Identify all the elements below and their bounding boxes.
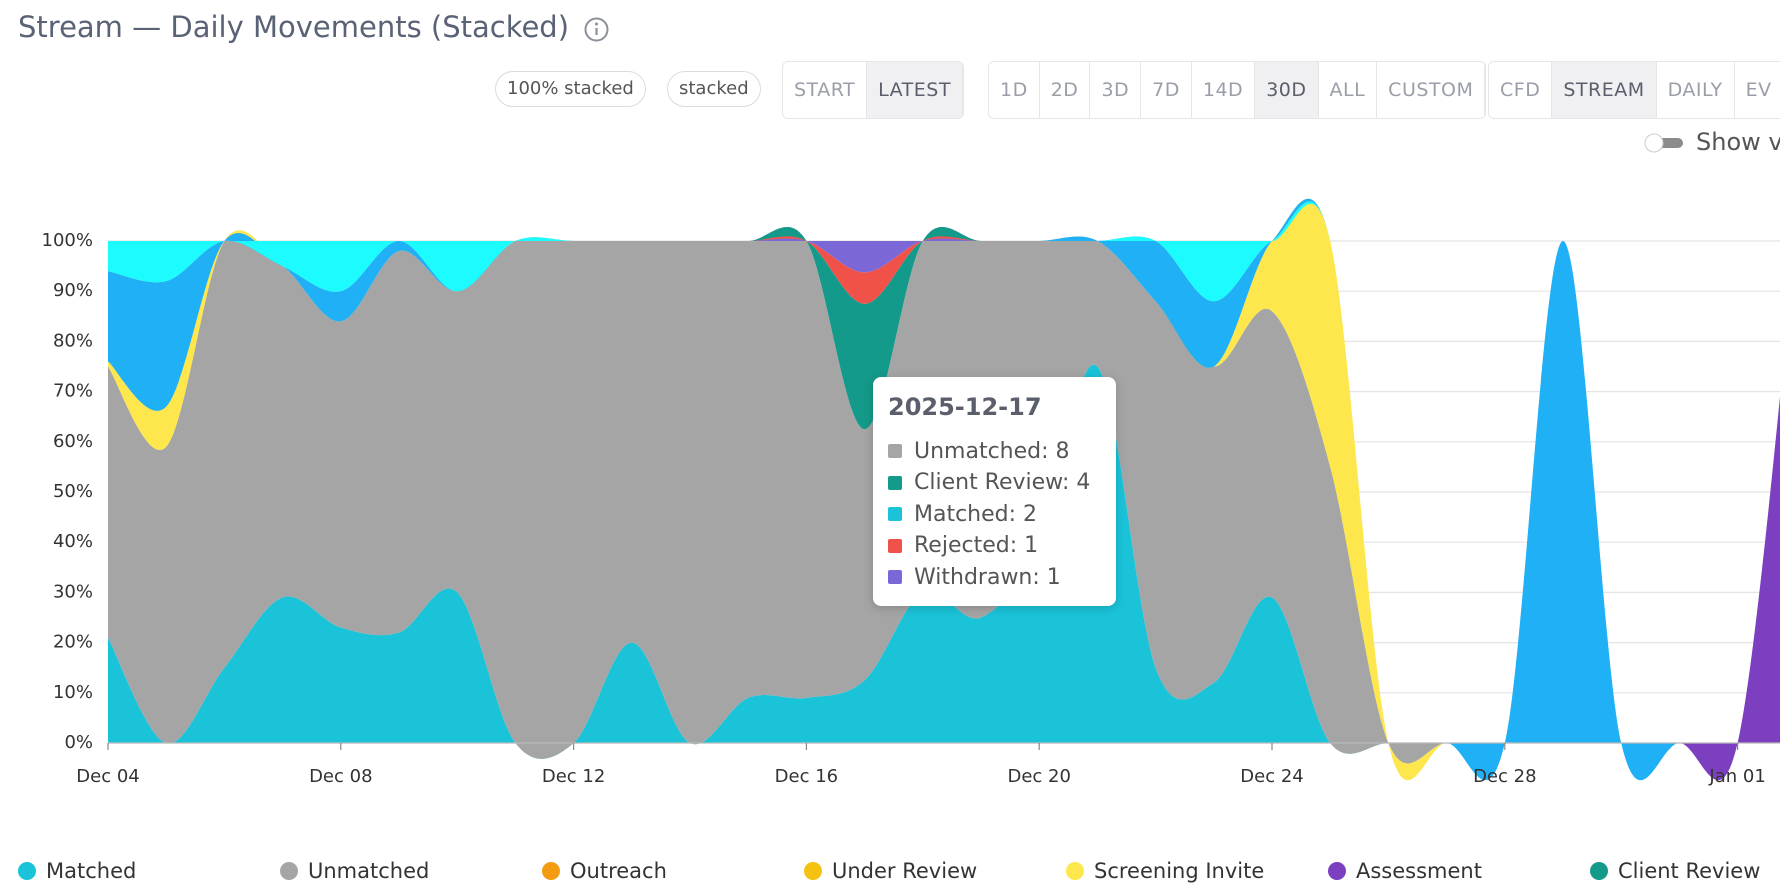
y-tick-label: 60% bbox=[53, 431, 93, 452]
segment-button[interactable]: ALL bbox=[1319, 62, 1378, 118]
y-tick-label: 70% bbox=[53, 381, 93, 402]
segment-button[interactable]: CUSTOM bbox=[1377, 62, 1486, 118]
legend-marker bbox=[804, 862, 822, 880]
legend-marker bbox=[1066, 862, 1084, 880]
segment-button[interactable]: STREAM bbox=[1552, 62, 1657, 118]
legend-label: Client Review bbox=[1618, 859, 1760, 883]
tooltip-label: Unmatched: 8 bbox=[914, 438, 1070, 464]
tooltip-item: Withdrawn: 1 bbox=[888, 564, 1061, 590]
y-tick-label: 20% bbox=[53, 632, 93, 653]
legend-label: Matched bbox=[46, 859, 136, 883]
y-tick-label: 80% bbox=[53, 330, 93, 351]
segment-button[interactable]: EV bbox=[1735, 62, 1780, 118]
stream-area bbox=[108, 201, 1780, 781]
legend-marker bbox=[1328, 862, 1346, 880]
segment-button[interactable]: 30D bbox=[1255, 62, 1319, 118]
page-title: Stream — Daily Movements (Stacked) bbox=[18, 10, 570, 44]
tooltip-item: Unmatched: 8 bbox=[888, 438, 1070, 464]
legend-marker bbox=[18, 862, 36, 880]
x-tick-label: Dec 12 bbox=[542, 766, 605, 787]
y-tick-label: 40% bbox=[53, 531, 93, 552]
tooltip-swatch bbox=[888, 475, 902, 490]
legend-marker bbox=[1590, 862, 1608, 880]
y-tick-label: 90% bbox=[53, 280, 93, 301]
tooltip-swatch bbox=[888, 444, 902, 458]
tooltip-swatch bbox=[888, 507, 902, 521]
legend-marker bbox=[542, 862, 560, 880]
legend-label: Under Review bbox=[832, 859, 977, 883]
pill-button[interactable]: 100% stacked bbox=[495, 71, 646, 107]
segment-button[interactable]: CFD bbox=[1489, 62, 1553, 118]
tooltip-label: Rejected: 1 bbox=[914, 533, 1039, 558]
segment-button[interactable]: 1D bbox=[989, 62, 1040, 118]
segment-button[interactable]: 14D bbox=[1192, 62, 1256, 118]
y-tick-label: 100% bbox=[42, 230, 93, 251]
x-tick-label: Dec 20 bbox=[1007, 766, 1070, 787]
toggle-label[interactable]: Show v bbox=[1696, 128, 1780, 156]
toggle[interactable] bbox=[1643, 132, 1685, 154]
x-tick-label: Dec 04 bbox=[76, 766, 139, 787]
tooltip-label: Client Review: 4 bbox=[914, 470, 1091, 495]
segment-button[interactable]: LATEST bbox=[867, 62, 963, 118]
segmented-control: 1D 2D 3D 7D 14D 30D ALL CUSTOM bbox=[988, 61, 1487, 119]
pill-button[interactable]: stacked bbox=[667, 71, 761, 107]
x-tick-label: Dec 16 bbox=[775, 766, 838, 787]
segment-button[interactable]: 7D bbox=[1141, 62, 1192, 118]
x-tick-label: Dec 08 bbox=[309, 766, 372, 787]
legend-label: Screening Invite bbox=[1094, 859, 1264, 883]
tooltip-label: Withdrawn: 1 bbox=[914, 564, 1061, 590]
segment-button[interactable]: DAILY bbox=[1657, 62, 1735, 118]
tooltip-item: Matched: 2 bbox=[888, 501, 1037, 527]
tooltip-item: Client Review: 4 bbox=[888, 470, 1090, 496]
legend-marker bbox=[280, 862, 298, 880]
tooltip: 2025-12-17 Unmatched: 8 Client Review: 4 M… bbox=[873, 377, 1116, 606]
tooltip-item: Rejected: 1 bbox=[888, 533, 1038, 559]
x-tick-label: Dec 28 bbox=[1473, 766, 1536, 787]
legend-label: Unmatched bbox=[308, 859, 429, 883]
info-icon[interactable] bbox=[584, 17, 609, 42]
tooltip-label: Matched: 2 bbox=[914, 501, 1038, 527]
tooltip-swatch bbox=[888, 538, 902, 553]
y-tick-label: 0% bbox=[64, 732, 93, 753]
y-tick-label: 30% bbox=[53, 581, 93, 602]
legend-label: Assessment bbox=[1356, 859, 1482, 883]
y-tick-label: 10% bbox=[53, 682, 93, 703]
segment-button[interactable]: 2D bbox=[1040, 62, 1091, 118]
tooltip-title: 2025-12-17 bbox=[888, 393, 1042, 421]
tooltip-swatch bbox=[888, 570, 902, 584]
x-tick-label: Jan 01 bbox=[1708, 766, 1765, 787]
stream-area bbox=[108, 364, 1780, 759]
legend-label: Outreach bbox=[570, 859, 667, 883]
segmented-control: CFD STREAM DAILY EV bbox=[1488, 61, 1780, 119]
segmented-control: START LATEST bbox=[782, 61, 964, 119]
y-tick-label: 50% bbox=[53, 481, 93, 502]
segment-button[interactable]: 3D bbox=[1090, 62, 1142, 118]
segment-button[interactable]: START bbox=[783, 62, 868, 118]
x-tick-label: Dec 24 bbox=[1240, 766, 1303, 787]
stream-area bbox=[108, 198, 1780, 781]
